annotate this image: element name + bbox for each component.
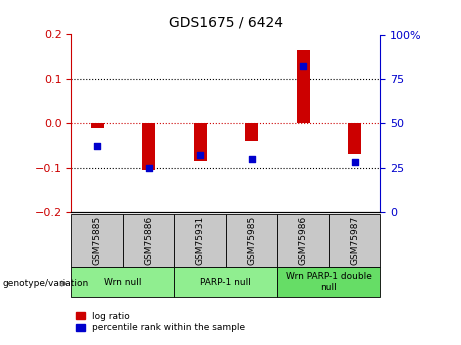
Point [94, 144, 101, 149]
Text: Wrn null: Wrn null [104, 277, 142, 287]
Point [351, 160, 358, 165]
Bar [348, 124, 361, 155]
Bar [245, 124, 258, 141]
Legend: log ratio, percentile rank within the sample: log ratio, percentile rank within the sa… [76, 312, 245, 332]
Point [145, 165, 152, 170]
Text: GSM75987: GSM75987 [350, 216, 359, 265]
Bar [226, 214, 278, 267]
Bar [142, 124, 155, 170]
Text: PARP-1 null: PARP-1 null [201, 277, 251, 287]
Bar [278, 214, 329, 267]
Text: GSM75931: GSM75931 [195, 216, 205, 265]
Bar [71, 267, 174, 297]
Text: genotype/variation: genotype/variation [2, 279, 89, 288]
Bar [329, 214, 380, 267]
Text: GSM75985: GSM75985 [247, 216, 256, 265]
Text: GSM75886: GSM75886 [144, 216, 153, 265]
Point [248, 156, 255, 161]
Bar [71, 214, 123, 267]
Bar [278, 267, 380, 297]
Text: GDS1675 / 6424: GDS1675 / 6424 [169, 16, 283, 30]
Bar [174, 267, 278, 297]
Bar [91, 124, 104, 128]
Bar [194, 124, 207, 161]
Text: Wrn PARP-1 double
null: Wrn PARP-1 double null [286, 272, 372, 292]
Bar [174, 214, 226, 267]
Text: GSM75885: GSM75885 [93, 216, 102, 265]
Bar [297, 50, 309, 124]
Point [300, 64, 307, 69]
Bar [123, 214, 174, 267]
Point [196, 152, 204, 158]
Text: GSM75986: GSM75986 [299, 216, 307, 265]
